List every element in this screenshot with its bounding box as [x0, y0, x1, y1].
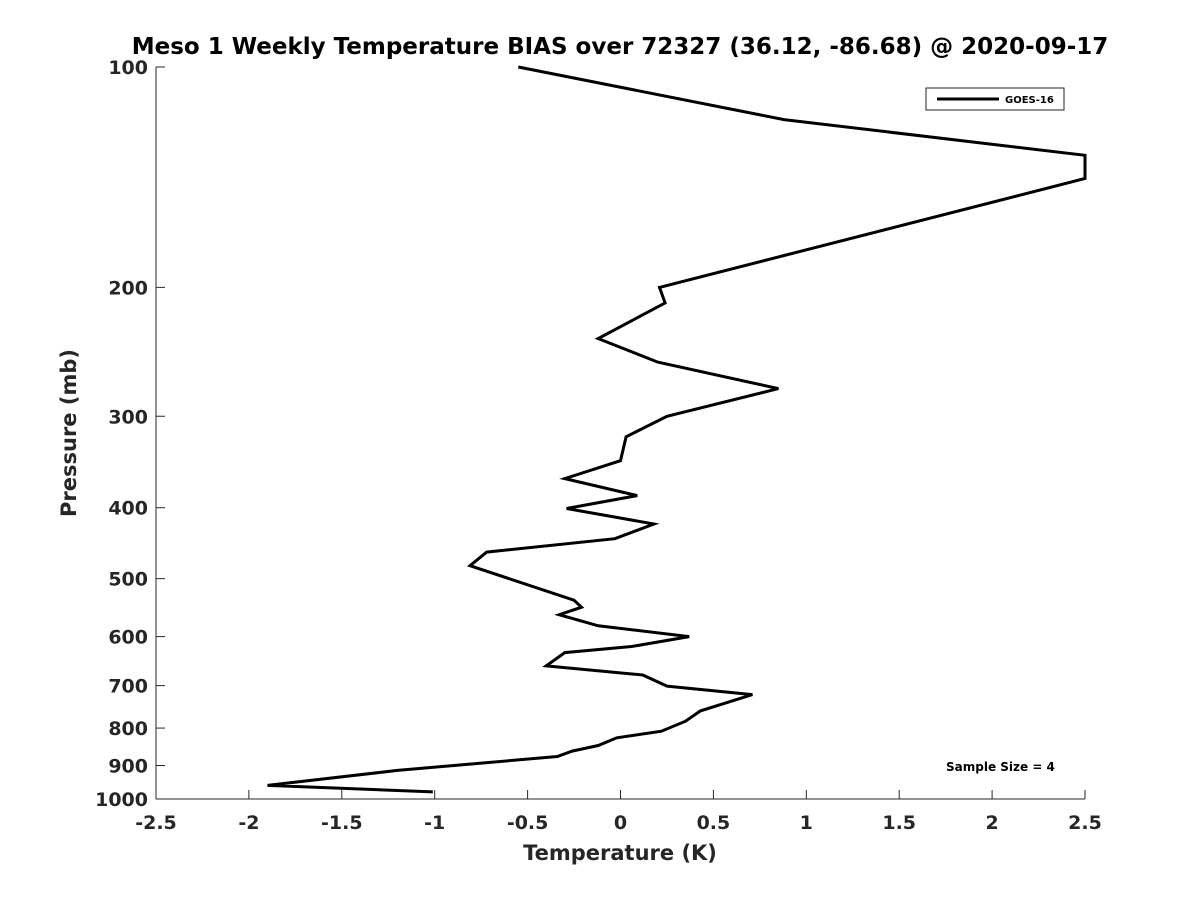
x-axis-ticks: -2.5 -2 -1.5 -1 -0.5 0 0.5 1 1.5 2 2.5	[135, 790, 1102, 834]
y-axis-ticks: 100 200 300 400 500 600 700 800 900 1000	[95, 57, 165, 811]
y-tick-label: 800	[108, 718, 148, 740]
y-tick-label: 200	[108, 277, 148, 299]
x-tick-label: 2	[985, 812, 998, 834]
legend: GOES-16	[925, 87, 1065, 111]
plot-area	[156, 67, 1085, 799]
y-tick-label: 400	[108, 498, 148, 520]
x-tick-label: -1.5	[321, 812, 363, 834]
chart-title: Meso 1 Weekly Temperature BIAS over 7232…	[132, 34, 1109, 60]
x-tick-label: -1	[424, 812, 445, 834]
x-tick-label: -2	[238, 812, 259, 834]
y-tick-label: 1000	[95, 789, 148, 811]
x-axis-label: Temperature (K)	[523, 841, 717, 865]
x-tick-label: -2.5	[135, 812, 177, 834]
x-tick-label: 2.5	[1068, 812, 1102, 834]
x-tick-label: 1	[800, 812, 813, 834]
y-tick-label: 300	[108, 406, 148, 428]
sample-size-annotation: Sample Size = 4	[946, 760, 1055, 774]
y-tick-label: 100	[108, 57, 148, 79]
y-tick-label: 600	[108, 627, 148, 649]
y-tick-label: 700	[108, 676, 148, 698]
y-tick-label: 500	[108, 569, 148, 591]
x-tick-label: -0.5	[507, 812, 549, 834]
y-tick-label: 900	[108, 756, 148, 778]
series-line-goes-16	[267, 65, 1087, 794]
series	[267, 65, 1087, 794]
x-tick-label: 0	[614, 812, 627, 834]
y-axis-label: Pressure (mb)	[57, 349, 81, 517]
x-tick-label: 0.5	[697, 812, 731, 834]
legend-label-goes-16: GOES-16	[1005, 95, 1054, 106]
x-tick-label: 1.5	[882, 812, 916, 834]
axes	[156, 67, 1085, 799]
